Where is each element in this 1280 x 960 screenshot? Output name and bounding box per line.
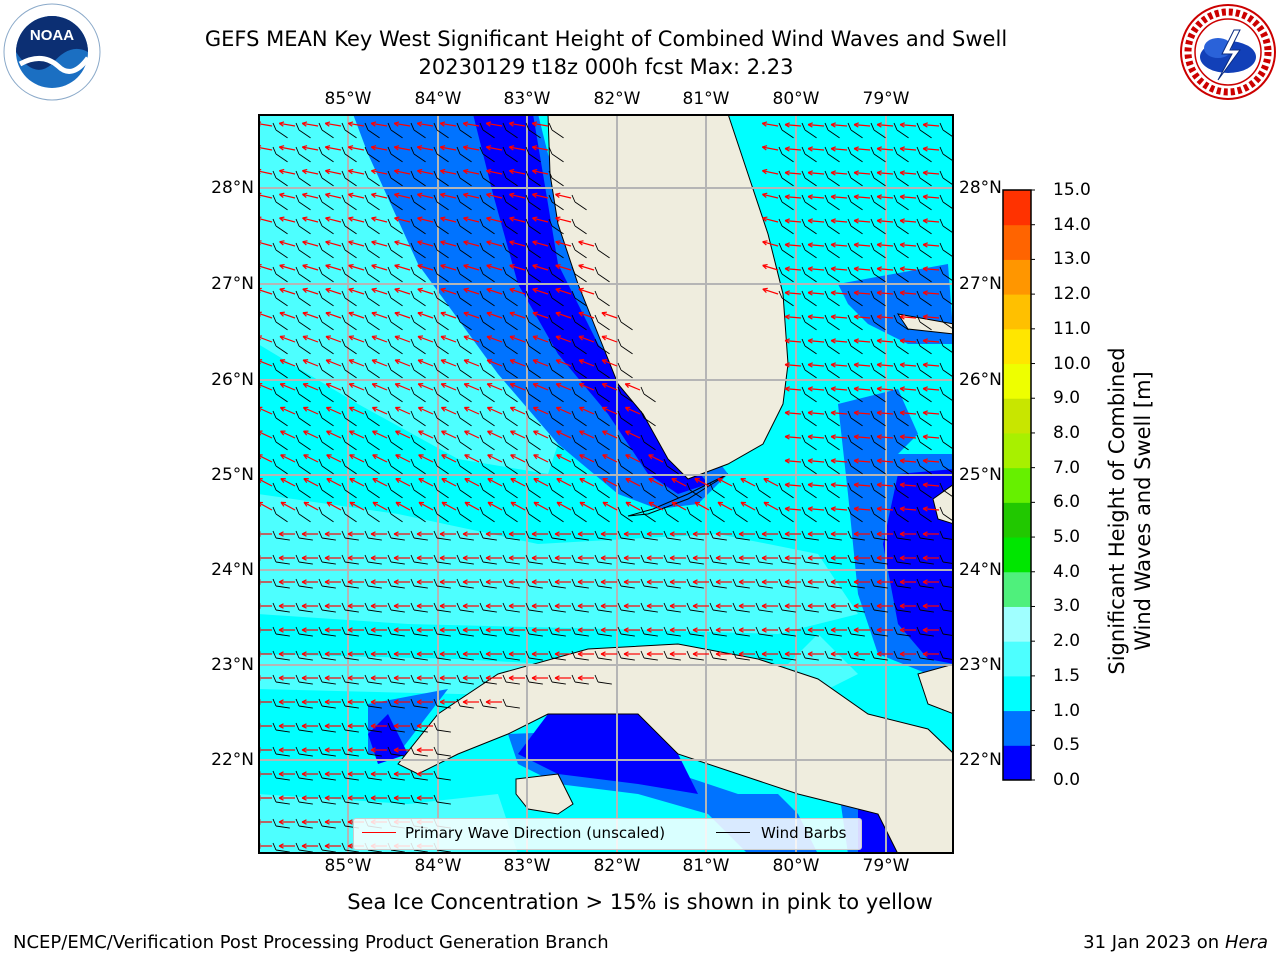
lat-tick-left: 22°N bbox=[211, 750, 254, 770]
colorbar-tick-label: 10.0 bbox=[1053, 353, 1091, 374]
colorbar-tick-label: 1.5 bbox=[1053, 665, 1081, 686]
colorbar-segment bbox=[1003, 745, 1031, 781]
map-title: GEFS MEAN Key West Significant Height of… bbox=[204, 27, 1008, 51]
colorbar-segment bbox=[1003, 398, 1031, 434]
land-cuba bbox=[397, 643, 954, 854]
colorbar-tick-label: 12.0 bbox=[1053, 284, 1091, 305]
colorbar-segment bbox=[1003, 710, 1031, 746]
lat-tick-right: 28°N bbox=[959, 178, 1002, 198]
lat-tick-left: 24°N bbox=[211, 560, 254, 580]
legend-primary-wave: Primary Wave Direction (unscaled) bbox=[405, 824, 666, 842]
colorbar-tick-label: 1.0 bbox=[1053, 700, 1081, 721]
footer-host: Hera bbox=[1224, 932, 1268, 953]
wave-height-map bbox=[258, 114, 954, 854]
lon-tick-top: 83°W bbox=[503, 89, 551, 109]
land-bahamas bbox=[896, 313, 954, 335]
lon-tick-top: 84°W bbox=[414, 89, 462, 109]
footer-date-text: 31 Jan 2023 on bbox=[1083, 932, 1220, 953]
wind-barbs bbox=[272, 122, 954, 853]
lon-tick-top: 82°W bbox=[593, 89, 641, 109]
nws-logo bbox=[1180, 4, 1276, 100]
colorbar-segment bbox=[1003, 675, 1031, 712]
wave-direction-swatch bbox=[362, 832, 396, 833]
colorbar-segment bbox=[1003, 294, 1031, 330]
footer-credit: NCEP/EMC/Verification Post Processing Pr… bbox=[13, 932, 609, 953]
colorbar-tick-label: 14.0 bbox=[1053, 214, 1091, 235]
lon-tick-top: 80°W bbox=[772, 89, 820, 109]
lon-tick-bottom: 83°W bbox=[503, 856, 551, 876]
lat-tick-left: 23°N bbox=[211, 655, 254, 675]
colorbar-tick-label: 0.5 bbox=[1053, 735, 1081, 756]
colorbar-segment bbox=[1003, 328, 1031, 365]
lon-tick-bottom: 80°W bbox=[772, 856, 820, 876]
lat-tick-left: 28°N bbox=[211, 178, 254, 198]
map-frame bbox=[258, 114, 954, 854]
wave-band-0p0 bbox=[518, 714, 698, 794]
colorbar-label: Significant Height of Combined Wind Wave… bbox=[1104, 211, 1156, 811]
colorbar-segment bbox=[1003, 502, 1031, 538]
colorbar-tick-label: 8.0 bbox=[1053, 422, 1081, 443]
colorbar-segment bbox=[1003, 641, 1031, 677]
colorbar-tick-label: 0.0 bbox=[1053, 770, 1081, 790]
wave-band-0p0 bbox=[473, 114, 708, 494]
lon-tick-bottom: 79°W bbox=[862, 856, 910, 876]
wave-band-1p5 bbox=[258, 114, 558, 474]
lat-tick-right: 22°N bbox=[959, 750, 1002, 770]
colorbar-tick-label: 5.0 bbox=[1053, 527, 1081, 548]
colorbar-tick-label: 4.0 bbox=[1053, 561, 1081, 582]
sea-ice-note: Sea Ice Concentration > 15% is shown in … bbox=[347, 890, 933, 914]
colorbar-tick-label: 7.0 bbox=[1053, 457, 1081, 478]
colorbar-segment bbox=[1003, 259, 1031, 295]
lon-tick-bottom: 85°W bbox=[324, 856, 372, 876]
lon-tick-top: 81°W bbox=[682, 89, 730, 109]
colorbar-tick-label: 11.0 bbox=[1053, 318, 1091, 339]
colorbar-label-line2: Wind Waves and Swell [m] bbox=[1131, 371, 1155, 651]
footer-date: 31 Jan 2023 on Hera bbox=[1083, 932, 1268, 953]
svg-text:NOAA: NOAA bbox=[30, 27, 74, 44]
noaa-logo: NOAA bbox=[3, 3, 101, 101]
lon-tick-bottom: 81°W bbox=[682, 856, 730, 876]
colorbar bbox=[1002, 189, 1035, 781]
wave-band-0p0 bbox=[883, 469, 954, 664]
lon-tick-top: 85°W bbox=[324, 89, 372, 109]
lon-tick-bottom: 82°W bbox=[593, 856, 641, 876]
colorbar-segment bbox=[1003, 224, 1031, 260]
colorbar-label-line1: Significant Height of Combined bbox=[1105, 347, 1129, 675]
colorbar-segment bbox=[1003, 432, 1031, 469]
colorbar-segment bbox=[1003, 571, 1031, 607]
florida-keys bbox=[627, 473, 729, 517]
lon-tick-bottom: 84°W bbox=[414, 856, 462, 876]
colorbar-segment bbox=[1003, 606, 1031, 642]
colorbar-segment bbox=[1003, 190, 1031, 226]
wind-barb-swatch bbox=[716, 832, 750, 833]
lat-tick-right: 26°N bbox=[959, 370, 1002, 390]
land-isla-juventud bbox=[515, 773, 574, 815]
lat-tick-right: 25°N bbox=[959, 465, 1002, 485]
wave-band-1p5 bbox=[258, 494, 858, 634]
colorbar-tick-label: 9.0 bbox=[1053, 388, 1081, 409]
colorbar-segment bbox=[1003, 537, 1031, 573]
colorbar-segment bbox=[1003, 363, 1031, 399]
colorbar-tick-label: 6.0 bbox=[1053, 492, 1081, 513]
wave-direction-arrows bbox=[258, 121, 940, 849]
legend-wind-barbs: Wind Barbs bbox=[761, 824, 847, 842]
map-legend: Primary Wave Direction (unscaled) Wind B… bbox=[353, 818, 862, 850]
colorbar-tick-label: 13.0 bbox=[1053, 249, 1091, 270]
lat-tick-right: 23°N bbox=[959, 655, 1002, 675]
lon-tick-top: 79°W bbox=[862, 89, 910, 109]
lat-tick-left: 25°N bbox=[211, 465, 254, 485]
colorbar-tick-label: 2.0 bbox=[1053, 631, 1081, 652]
lat-tick-left: 26°N bbox=[211, 370, 254, 390]
map-subtitle: 20230129 t18z 000h fcst Max: 2.23 bbox=[418, 55, 794, 79]
lat-tick-right: 24°N bbox=[959, 560, 1002, 580]
colorbar-tick-label: 15.0 bbox=[1053, 180, 1091, 200]
lat-tick-right: 27°N bbox=[959, 274, 1002, 294]
land-bahamas bbox=[917, 663, 954, 715]
colorbar-segment bbox=[1003, 467, 1031, 503]
colorbar-tick-label: 3.0 bbox=[1053, 596, 1081, 617]
lat-tick-left: 27°N bbox=[211, 274, 254, 294]
